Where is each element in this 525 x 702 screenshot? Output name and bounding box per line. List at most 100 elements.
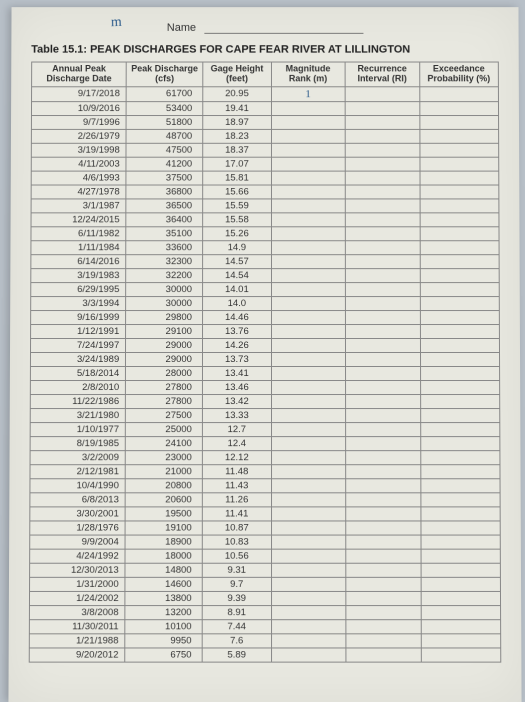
cell-ri (345, 282, 420, 296)
cell-prob (420, 465, 500, 479)
cell-date: 7/24/1997 (31, 338, 126, 352)
cell-height: 15.81 (203, 171, 272, 185)
cell-height: 10.87 (202, 521, 271, 535)
cell-cfs: 35100 (126, 227, 203, 241)
cell-date: 4/24/1992 (30, 549, 126, 563)
cell-height: 17.07 (203, 157, 272, 171)
cell-rank (271, 591, 345, 605)
cell-date: 2/12/1981 (30, 465, 125, 479)
cell-date: 9/16/1999 (31, 310, 126, 324)
cell-ri (345, 129, 420, 143)
cell-height: 14.46 (202, 310, 271, 324)
cell-ri (346, 563, 421, 577)
worksheet-page: m Name Table 15.1: PEAK DISCHARGES FOR C… (8, 7, 521, 702)
cell-cfs: 13200 (125, 605, 202, 619)
cell-date: 10/4/1990 (30, 479, 126, 493)
cell-ri (346, 620, 421, 634)
cell-date: 11/30/2011 (29, 620, 125, 634)
table-row: 3/8/2008132008.91 (29, 605, 500, 619)
cell-prob (420, 493, 500, 507)
cell-height: 12.7 (202, 422, 271, 436)
cell-height: 15.58 (203, 213, 272, 227)
table-row: 9/17/20186170020.951 (32, 87, 499, 102)
cell-height: 14.57 (203, 255, 272, 269)
table-row: 9/20/201267505.89 (29, 648, 501, 662)
cell-height: 12.4 (202, 436, 271, 450)
cell-cfs: 19100 (125, 521, 202, 535)
table-row: 1/10/19772500012.7 (30, 422, 500, 436)
table-row: 1/11/19843360014.9 (31, 241, 499, 255)
cell-rank (271, 352, 345, 366)
cell-height: 14.9 (203, 241, 272, 255)
cell-rank (271, 241, 345, 255)
cell-ri (346, 521, 421, 535)
cell-ri (345, 185, 420, 199)
cell-height: 14.0 (202, 296, 271, 310)
cell-date: 3/21/1980 (30, 408, 125, 422)
name-field-row: Name (31, 22, 498, 34)
cell-date: 4/27/1978 (31, 185, 126, 199)
cell-prob (421, 620, 501, 634)
cell-rank: 1 (271, 87, 345, 102)
cell-height: 15.66 (203, 185, 272, 199)
cell-date: 11/22/1986 (30, 394, 125, 408)
cell-date: 1/11/1984 (31, 241, 126, 255)
table-row: 1/28/19761910010.87 (30, 521, 500, 535)
cell-date: 6/29/1995 (31, 282, 126, 296)
cell-prob (420, 157, 499, 171)
discharge-table: Annual Peak Discharge Date Peak Discharg… (29, 62, 502, 663)
cell-prob (421, 591, 501, 605)
cell-cfs: 29800 (126, 310, 203, 324)
table-row: 8/19/19852410012.4 (30, 436, 500, 450)
cell-prob (420, 366, 499, 380)
cell-height: 9.7 (202, 577, 271, 591)
cell-ri (345, 87, 419, 102)
cell-rank (271, 185, 345, 199)
table-row: 12/24/20153640015.58 (31, 213, 499, 227)
cell-prob (420, 338, 499, 352)
cell-prob (421, 535, 501, 549)
cell-date: 3/24/1989 (30, 352, 125, 366)
cell-prob (421, 563, 501, 577)
cell-prob (420, 408, 500, 422)
cell-rank (271, 451, 345, 465)
cell-ri (345, 143, 420, 157)
cell-ri (345, 115, 420, 129)
cell-prob (420, 436, 500, 450)
cell-cfs: 29000 (126, 338, 203, 352)
cell-height: 11.26 (202, 493, 271, 507)
cell-rank (271, 577, 345, 591)
cell-rank (271, 171, 345, 185)
table-row: 2/12/19812100011.48 (30, 465, 500, 479)
table-row: 4/27/19783680015.66 (31, 185, 499, 199)
cell-date: 1/10/1977 (30, 422, 125, 436)
cell-rank (271, 493, 345, 507)
cell-prob (420, 199, 499, 213)
cell-cfs: 20800 (125, 479, 202, 493)
cell-cfs: 6750 (125, 648, 202, 662)
cell-date: 3/30/2001 (30, 507, 126, 521)
cell-ri (345, 380, 420, 394)
cell-ri (345, 171, 420, 185)
cell-date: 4/6/1993 (31, 171, 126, 185)
cell-date: 9/9/2004 (30, 535, 126, 549)
cell-ri (346, 507, 421, 521)
cell-prob (420, 171, 499, 185)
cell-height: 13.41 (202, 366, 271, 380)
cell-cfs: 36500 (126, 199, 203, 213)
cell-height: 19.41 (203, 102, 271, 116)
handwritten-m: m (111, 15, 122, 31)
cell-date: 4/11/2003 (31, 157, 126, 171)
cell-ri (345, 227, 420, 241)
table-row: 3/24/19892900013.73 (30, 352, 499, 366)
cell-cfs: 18900 (125, 535, 202, 549)
cell-height: 5.89 (202, 648, 271, 662)
table-row: 3/30/20011950011.41 (30, 507, 500, 521)
cell-rank (271, 199, 345, 213)
cell-rank (271, 436, 345, 450)
cell-date: 1/31/2000 (30, 577, 126, 591)
cell-cfs: 37500 (126, 171, 203, 185)
cell-rank (271, 213, 345, 227)
col-prob: Exceedance Probability (%) (419, 62, 498, 87)
cell-cfs: 9950 (125, 634, 202, 648)
